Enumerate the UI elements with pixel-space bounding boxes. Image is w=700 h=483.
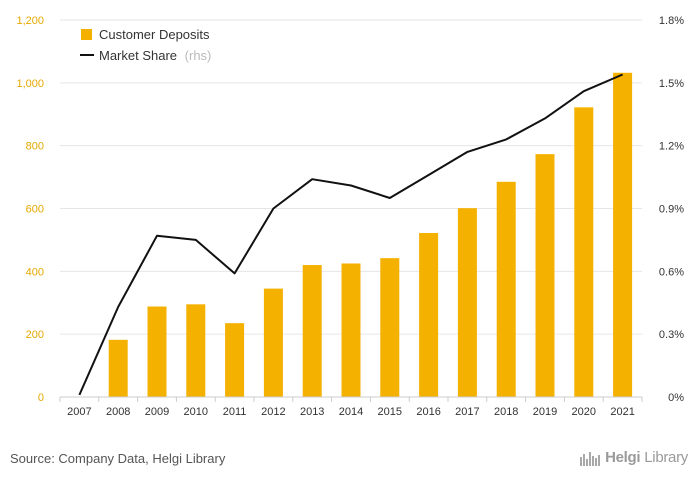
right-tick-label: 0.9% [659,204,684,216]
right-tick-label: 0.6% [659,266,684,278]
right-tick-label: 0% [668,392,684,404]
combo-chart: 2007 2008 2009 2010 2011 2012 2013 2014 2015 2016… [16,15,684,418]
x-tick-label: 2009 [145,406,169,418]
logo-word-helgi: Helgi [605,449,641,466]
bar-2015 [380,258,400,397]
skyline-icon [580,451,601,466]
helgi-library-logo: Helgi Library [579,449,688,466]
legend-label-market-share: Market Share (rhs) [99,48,211,63]
bar-2014 [341,263,361,397]
x-tick-label: 2015 [378,406,402,418]
left-tick-label: 200 [26,329,44,341]
bar-2008 [108,339,128,397]
x-tick-label: 2008 [106,406,130,418]
x-tick-label: 2007 [67,406,91,418]
bar-series-customer-deposits [108,72,633,398]
left-tick-label: 600 [26,204,44,216]
bar-2019 [535,154,555,397]
x-tick-label: 2017 [455,406,479,418]
left-tick-label: 0 [38,392,44,404]
bar-2010 [186,304,206,397]
right-tick-label: 1.8% [659,15,684,27]
left-tick-label: 1,200 [16,15,44,27]
bar-2012 [263,288,283,397]
bar-2018 [496,181,516,397]
x-tick-label: 2016 [416,406,440,418]
bar-2013 [302,265,322,397]
right-tick-label: 0.3% [659,329,684,341]
line-series-market-share [78,73,623,396]
legend: Customer Deposits Market Share (rhs) [80,27,211,63]
right-y-axis: 0% 0.3% 0.6% 0.9% 1.2% 1.5% 1.8% [659,15,684,404]
bar-2021 [613,72,633,397]
legend-market-share-name: Market Share [99,48,177,63]
x-tick-label: 2014 [339,406,363,418]
x-axis: 2007 2008 2009 2010 2011 2012 2013 2014 2015 2016… [59,396,643,418]
bar-2017 [457,208,477,397]
x-tick-label: 2010 [184,406,208,418]
legend-label-customer-deposits: Customer Deposits [99,27,210,42]
x-tick-label: 2011 [223,406,247,418]
left-y-axis: 0 200 400 600 800 1,000 1,200 [16,15,44,404]
x-tick-label: 2019 [533,406,557,418]
left-tick-label: 400 [26,266,44,278]
source-note: Source: Company Data, Helgi Library [10,451,226,466]
x-tick-label: 2021 [610,406,634,418]
x-tick-label: 2018 [494,406,518,418]
bar-2009 [147,306,167,397]
left-tick-label: 800 [26,141,44,153]
bar-2020 [574,107,594,398]
legend-swatch-customer-deposits [81,29,92,40]
x-tick-label: 2012 [261,406,285,418]
legend-rhs-note: (rhs) [185,48,212,63]
left-tick-label: 1,000 [16,78,44,90]
bar-2016 [419,233,439,397]
market-share-line [78,73,623,396]
x-tick-label: 2020 [572,406,596,418]
right-tick-label: 1.2% [659,141,684,153]
logo-word-library: Library [644,449,688,466]
bar-2011 [225,323,245,397]
x-tick-label: 2013 [300,406,324,418]
right-tick-label: 1.5% [659,78,684,90]
